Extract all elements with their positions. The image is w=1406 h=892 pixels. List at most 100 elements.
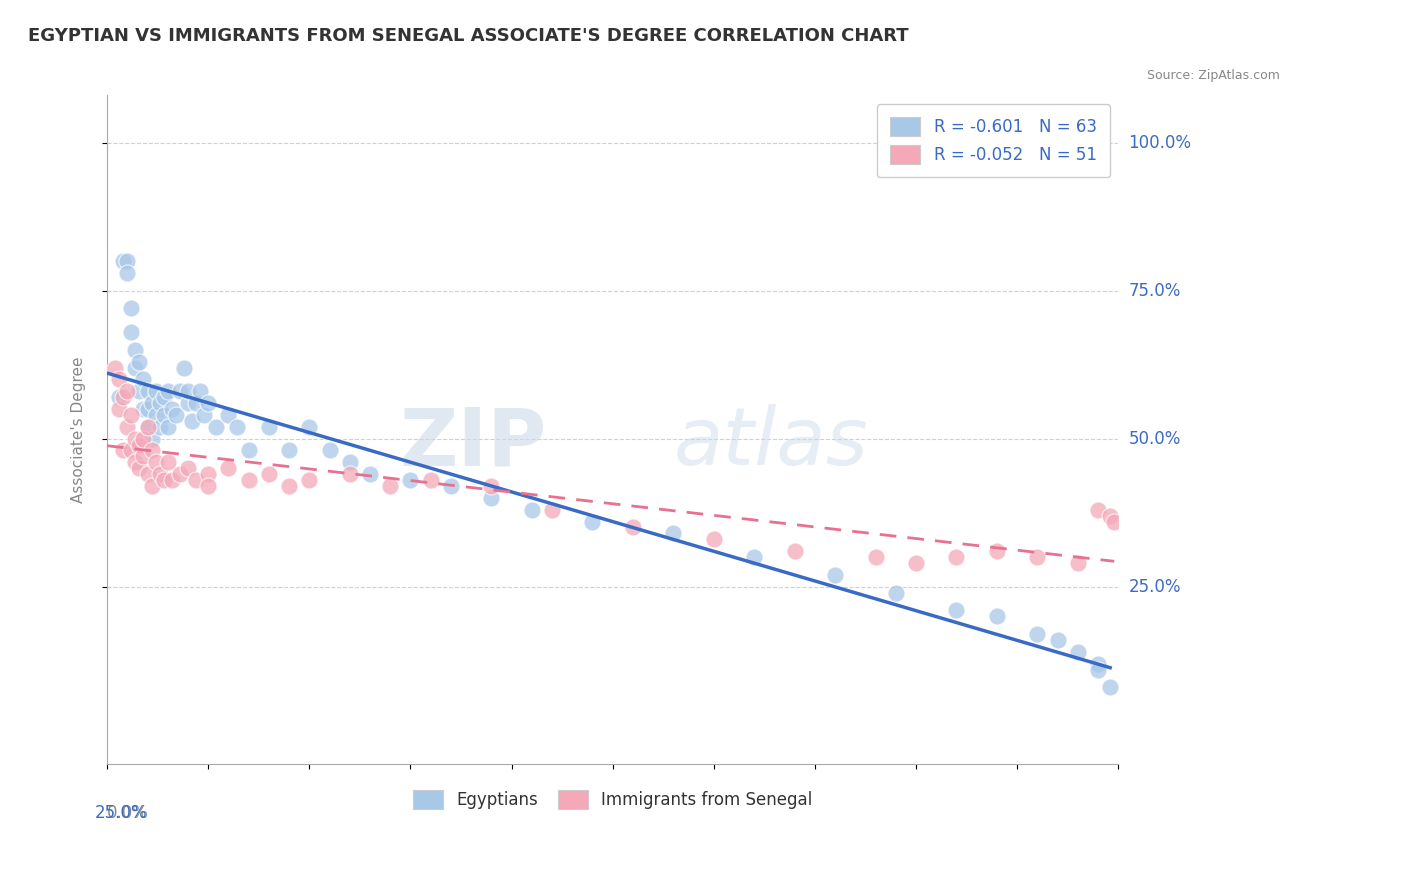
Point — [318, 443, 340, 458]
Point — [128, 461, 150, 475]
Y-axis label: Associate's Degree: Associate's Degree — [72, 357, 86, 503]
Point — [1026, 549, 1049, 564]
Point — [865, 549, 887, 564]
Text: 100.0%: 100.0% — [1129, 134, 1191, 152]
Point — [104, 360, 127, 375]
Point — [184, 396, 207, 410]
Point — [184, 473, 207, 487]
Point — [132, 432, 155, 446]
Point — [117, 419, 139, 434]
Point — [156, 455, 179, 469]
Point — [177, 396, 200, 410]
Point — [169, 384, 191, 399]
Point — [1067, 556, 1090, 570]
Point — [278, 479, 301, 493]
Point — [621, 520, 644, 534]
Point — [173, 360, 195, 375]
Point — [149, 419, 172, 434]
Point — [112, 443, 135, 458]
Point — [824, 567, 846, 582]
Point — [120, 301, 142, 316]
Point — [160, 473, 183, 487]
Point — [298, 473, 321, 487]
Point — [225, 419, 247, 434]
Point — [177, 461, 200, 475]
Point — [141, 396, 163, 410]
Point — [1067, 645, 1090, 659]
Point — [945, 603, 967, 617]
Point — [108, 372, 131, 386]
Point — [156, 419, 179, 434]
Point — [132, 402, 155, 417]
Text: 50.0%: 50.0% — [1129, 430, 1181, 448]
Point — [479, 491, 502, 505]
Point — [117, 254, 139, 268]
Point — [120, 443, 142, 458]
Point — [145, 408, 167, 422]
Point — [1087, 657, 1109, 671]
Point — [520, 502, 543, 516]
Text: atlas: atlas — [673, 404, 868, 483]
Point — [783, 544, 806, 558]
Point — [152, 390, 174, 404]
Text: 0.0%: 0.0% — [107, 805, 149, 822]
Point — [278, 443, 301, 458]
Point — [945, 549, 967, 564]
Point — [112, 390, 135, 404]
Point — [1102, 515, 1125, 529]
Point — [238, 473, 260, 487]
Point — [124, 455, 146, 469]
Point — [132, 450, 155, 464]
Point — [141, 479, 163, 493]
Text: Source: ZipAtlas.com: Source: ZipAtlas.com — [1147, 69, 1279, 82]
Point — [149, 396, 172, 410]
Point — [181, 414, 204, 428]
Point — [339, 467, 361, 482]
Point — [339, 455, 361, 469]
Point — [541, 502, 564, 516]
Text: 25.0%: 25.0% — [96, 805, 148, 822]
Point — [136, 384, 159, 399]
Point — [124, 432, 146, 446]
Point — [217, 461, 239, 475]
Point — [197, 396, 219, 410]
Point — [117, 384, 139, 399]
Point — [581, 515, 603, 529]
Point — [1046, 632, 1069, 647]
Point — [132, 372, 155, 386]
Text: EGYPTIAN VS IMMIGRANTS FROM SENEGAL ASSOCIATE'S DEGREE CORRELATION CHART: EGYPTIAN VS IMMIGRANTS FROM SENEGAL ASSO… — [28, 27, 908, 45]
Point — [152, 408, 174, 422]
Point — [904, 556, 927, 570]
Point — [120, 325, 142, 339]
Legend: Egyptians, Immigrants from Senegal: Egyptians, Immigrants from Senegal — [406, 783, 820, 816]
Text: 25.0%: 25.0% — [1129, 578, 1181, 596]
Point — [145, 384, 167, 399]
Point — [257, 467, 280, 482]
Point — [238, 443, 260, 458]
Point — [1099, 508, 1122, 523]
Point — [419, 473, 441, 487]
Point — [141, 443, 163, 458]
Point — [479, 479, 502, 493]
Point — [120, 408, 142, 422]
Point — [662, 526, 685, 541]
Point — [703, 533, 725, 547]
Point — [1087, 502, 1109, 516]
Point — [124, 343, 146, 357]
Point — [141, 432, 163, 446]
Point — [128, 354, 150, 368]
Point — [177, 384, 200, 399]
Text: ZIP: ZIP — [399, 404, 547, 483]
Point — [108, 390, 131, 404]
Point — [156, 384, 179, 399]
Point — [1099, 681, 1122, 695]
Point — [986, 609, 1008, 624]
Point — [742, 549, 765, 564]
Point — [884, 585, 907, 599]
Point — [117, 266, 139, 280]
Point — [128, 437, 150, 451]
Point — [136, 402, 159, 417]
Point — [169, 467, 191, 482]
Point — [108, 402, 131, 417]
Point — [986, 544, 1008, 558]
